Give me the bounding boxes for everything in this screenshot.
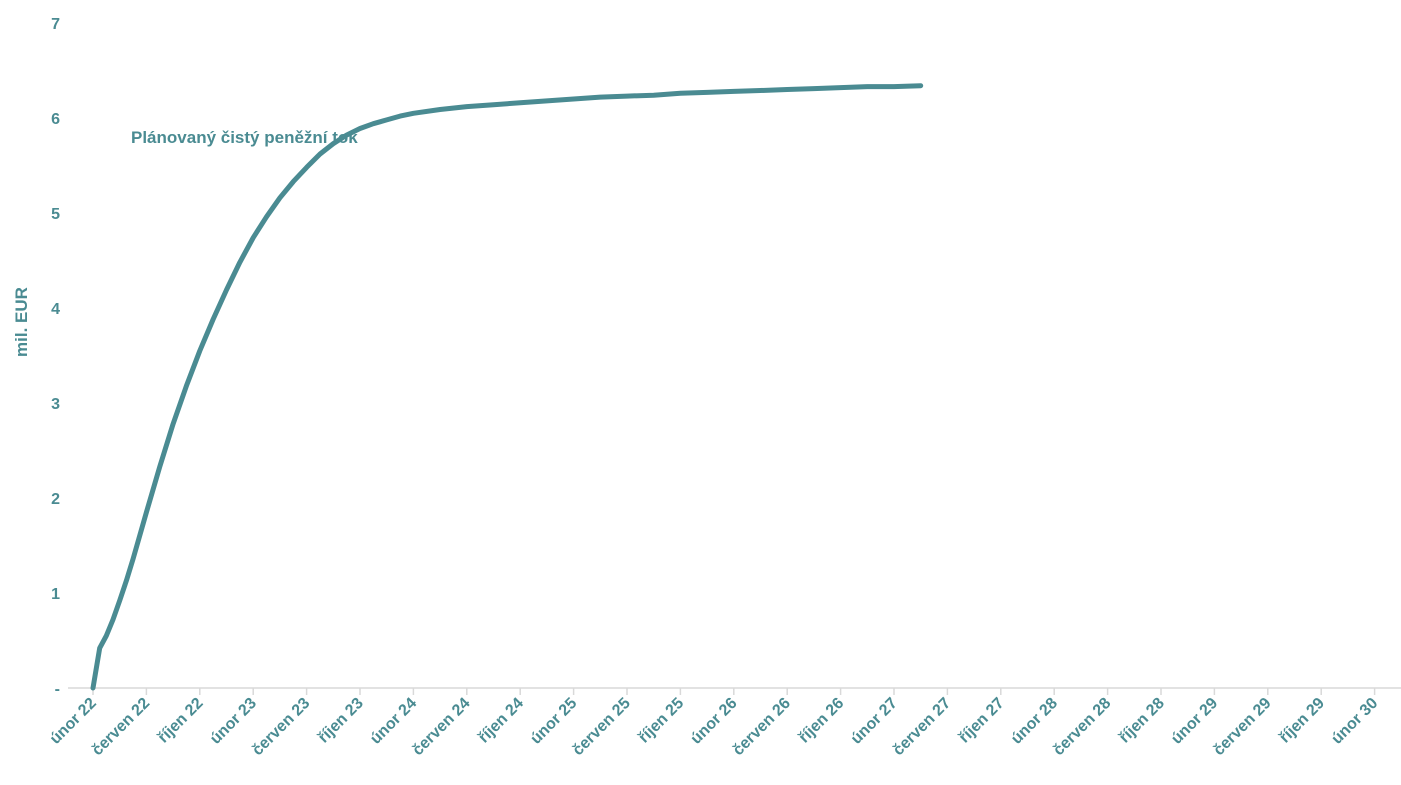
net-cash-flow-line: [90, 83, 924, 691]
x-tick-label: červen 24: [409, 695, 473, 759]
x-tick-label: říjen 24: [475, 695, 527, 747]
x-tick-label: červen 26: [730, 695, 794, 759]
y-tick-label: -: [55, 681, 60, 698]
x-tick-label: červen 23: [249, 695, 313, 759]
x-tick-label: únor 23: [207, 695, 260, 748]
series-annotation: Plánovaný čistý peněžní tok: [131, 128, 358, 147]
y-tick-label: 2: [51, 491, 60, 508]
x-tick-label: červen 29: [1210, 695, 1274, 759]
x-tick-label: červen 22: [89, 695, 153, 759]
x-tick-label: únor 29: [1168, 695, 1221, 748]
y-tick-label: 4: [51, 301, 60, 318]
x-tick-label: únor 22: [47, 695, 100, 748]
x-tick-label: říjen 25: [636, 695, 688, 747]
x-tick-label: říjen 26: [796, 695, 848, 747]
x-axis-ticks: [92, 688, 1376, 695]
x-tick-label: říjen 22: [155, 695, 207, 747]
x-tick-label: říjen 23: [315, 695, 367, 747]
x-tick-label: říjen 28: [1116, 695, 1168, 747]
x-tick-label: únor 26: [688, 695, 741, 748]
y-tick-label: 1: [51, 586, 60, 603]
y-tick-label: 5: [51, 206, 60, 223]
y-tick-label: 7: [51, 16, 60, 33]
x-tick-label: únor 28: [1008, 695, 1061, 748]
y-axis-label: mil. EUR: [12, 287, 31, 357]
x-tick-label: červen 28: [1050, 695, 1114, 759]
y-axis-tick-labels: - 1 2 3 4 5 6 7: [51, 16, 60, 698]
y-tick-label: 6: [51, 111, 60, 128]
x-tick-label: únor 30: [1329, 695, 1382, 748]
x-tick-label: červen 25: [570, 695, 634, 759]
x-tick-label: únor 27: [848, 695, 901, 748]
x-tick-label: únor 25: [528, 695, 581, 748]
x-tick-label: říjen 27: [956, 695, 1008, 747]
x-tick-label: říjen 29: [1276, 695, 1328, 747]
x-tick-label: únor 24: [367, 695, 420, 748]
x-tick-label: červen 27: [890, 695, 954, 759]
y-tick-label: 3: [51, 396, 60, 413]
